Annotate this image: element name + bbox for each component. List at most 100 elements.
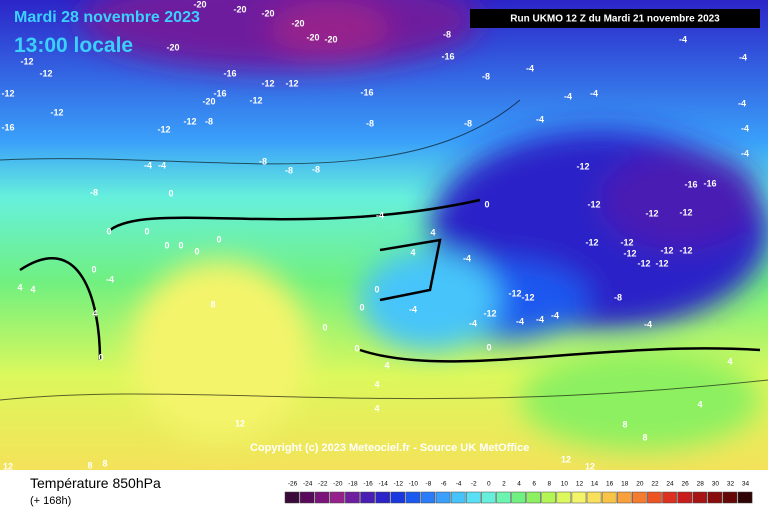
contour-label: -12 [645, 208, 658, 218]
color-scale: -26 -24 -22 -20 -18 -16 -14 -12 -10 -8 -6 -4 -2 0 2 4 6 8… [284, 481, 753, 504]
scale-label: 8 [547, 481, 551, 488]
contour-label: 0 [98, 352, 103, 362]
contour-label: -8 [312, 164, 320, 174]
contour-label: -12 [620, 237, 633, 247]
contour-label: 8 [87, 460, 92, 470]
color-swatch [722, 491, 738, 504]
contour-label: -4 [526, 63, 534, 73]
contour-label: -4 [469, 318, 477, 328]
contour-label: -12 [483, 308, 496, 318]
contour-label: 12 [561, 454, 571, 464]
contour-label: 0 [354, 343, 359, 353]
contour-label: 4 [430, 227, 435, 237]
contour-label: -4 [741, 148, 749, 158]
color-swatch [662, 491, 677, 504]
contour-label: -4 [536, 114, 544, 124]
run-info: Run UKMO 12 Z du Mardi 21 novembre 2023 [510, 14, 720, 25]
contour-label: 8 [102, 458, 107, 468]
map-date: Mardi 28 novembre 2023 [14, 9, 200, 26]
color-swatch [511, 491, 526, 504]
scale-label: 12 [576, 481, 584, 488]
contour-label: 0 [164, 240, 169, 250]
color-swatch [481, 491, 496, 504]
color-swatch [314, 491, 330, 504]
contour-label: -20 [306, 32, 319, 42]
contour-label: -4 [516, 316, 524, 326]
color-swatch [586, 491, 602, 504]
scale-label: -26 [288, 481, 298, 488]
contour-label: -12 [249, 95, 262, 105]
contour-label: -12 [39, 68, 52, 78]
contour-label: -12 [157, 124, 170, 134]
scale-label: -22 [318, 481, 328, 488]
scale-label: 10 [561, 481, 569, 488]
contour-label: -12 [20, 56, 33, 66]
contour-label: -4 [158, 160, 166, 170]
contour-label: 12 [585, 461, 595, 471]
run-box [470, 9, 760, 28]
color-swatch [450, 491, 466, 504]
contour-label: 4 [384, 360, 389, 370]
color-swatch [330, 491, 345, 504]
scale-label: 22 [651, 481, 659, 488]
contour-label: -16 [1, 122, 14, 132]
scale-label: 24 [666, 481, 674, 488]
contour-label: -4 [144, 160, 152, 170]
contour-label: -8 [614, 292, 622, 302]
contour-label: 0 [359, 302, 364, 312]
contour-label: -12 [261, 78, 274, 88]
color-swatch [601, 491, 617, 504]
scale-label: 2 [502, 481, 506, 488]
color-swatch [435, 491, 451, 504]
color-swatch [616, 491, 632, 504]
contour-label: 0 [168, 188, 173, 198]
contour-label: -16 [360, 87, 373, 97]
color-swatch [299, 491, 315, 504]
contour-label: -16 [441, 51, 454, 61]
contour-label: 0 [178, 240, 183, 250]
contour-label: 4 [727, 356, 732, 366]
scale-label: -4 [456, 481, 462, 488]
contour-label: 0 [91, 264, 96, 274]
scale-label: 18 [621, 481, 629, 488]
color-swatch [632, 491, 647, 504]
color-swatch [496, 491, 511, 504]
contour-label: -4 [679, 34, 687, 44]
scale-label: 14 [591, 481, 599, 488]
contour-label: -4 [590, 88, 598, 98]
footer-title: Température 850hPa [30, 475, 161, 491]
contour-label: 0 [374, 284, 379, 294]
contour-label: -12 [587, 199, 600, 209]
scale-label: -14 [378, 481, 388, 488]
scale-label: 28 [697, 481, 705, 488]
color-swatch [541, 491, 557, 504]
scale-label: 4 [517, 481, 521, 488]
contour-label: 4 [30, 284, 35, 294]
color-swatch [465, 491, 481, 504]
scale-label: 6 [532, 481, 536, 488]
scale-label: -2 [471, 481, 477, 488]
map-background [0, 0, 768, 470]
scale-label: 16 [606, 481, 614, 488]
color-swatch [345, 491, 360, 504]
contour-label: 0 [486, 342, 491, 352]
contour-label: 0 [194, 246, 199, 256]
contour-label: 4 [374, 403, 379, 413]
scale-label: 34 [742, 481, 750, 488]
contour-label: -8 [285, 165, 293, 175]
contour-label: -12 [183, 116, 196, 126]
contour-label: -12 [508, 288, 521, 298]
contour-label: 12 [235, 418, 245, 428]
color-swatch [420, 491, 436, 504]
contour-label: 0 [216, 234, 221, 244]
color-swatch [390, 491, 406, 504]
contour-label: -16 [213, 88, 226, 98]
contour-label: 0 [484, 199, 489, 209]
contour-label: -8 [482, 71, 490, 81]
contour-label: -20 [261, 8, 274, 18]
contour-label: -16 [223, 68, 236, 78]
color-swatch [707, 491, 723, 504]
scale-label: 32 [727, 481, 735, 488]
color-swatch [284, 491, 300, 504]
